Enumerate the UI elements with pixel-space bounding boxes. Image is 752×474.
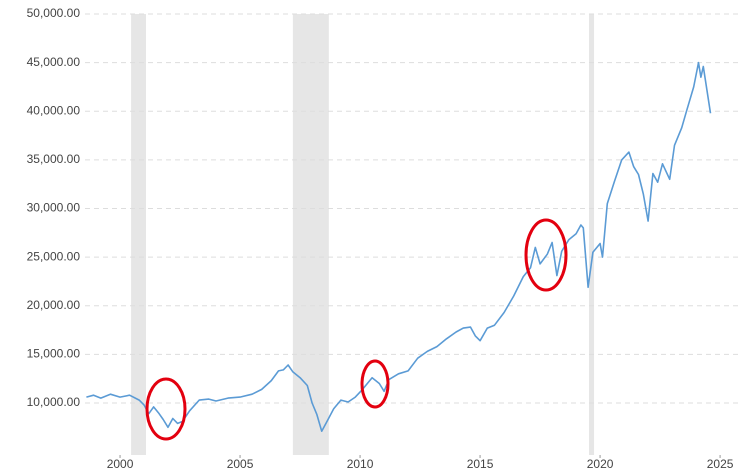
y-tick-label: 15,000.00 bbox=[27, 347, 81, 361]
x-tick-label: 2000 bbox=[107, 457, 134, 471]
recession-band bbox=[131, 14, 146, 455]
x-tick-label: 2020 bbox=[587, 457, 614, 471]
annotations bbox=[145, 218, 568, 441]
y-tick-label: 50,000.00 bbox=[27, 6, 81, 20]
y-tick-label: 40,000.00 bbox=[27, 103, 81, 117]
background-layer bbox=[85, 13, 740, 455]
y-tick-label: 35,000.00 bbox=[27, 152, 81, 166]
y-tick-label: 10,000.00 bbox=[27, 395, 81, 409]
highlight-circle bbox=[524, 218, 568, 292]
highlight-circle bbox=[145, 377, 187, 441]
recession-band bbox=[589, 14, 595, 455]
data-line bbox=[86, 61, 712, 432]
y-tick-label: 25,000.00 bbox=[27, 249, 81, 263]
y-tick-label: 45,000.00 bbox=[27, 55, 81, 69]
x-tick-label: 2025 bbox=[707, 457, 734, 471]
y-tick-label: 20,000.00 bbox=[27, 298, 81, 312]
x-tick-label: 2015 bbox=[467, 457, 494, 471]
recession-band bbox=[292, 14, 329, 455]
x-tick-label: 2005 bbox=[227, 457, 254, 471]
y-tick-label: 30,000.00 bbox=[27, 201, 81, 215]
x-tick-label: 2010 bbox=[347, 457, 374, 471]
highlight-circle bbox=[360, 359, 390, 409]
plot-layer: 10,000.00 15,000.00 20,000.00 25,000.00 30,0… bbox=[27, 6, 734, 471]
